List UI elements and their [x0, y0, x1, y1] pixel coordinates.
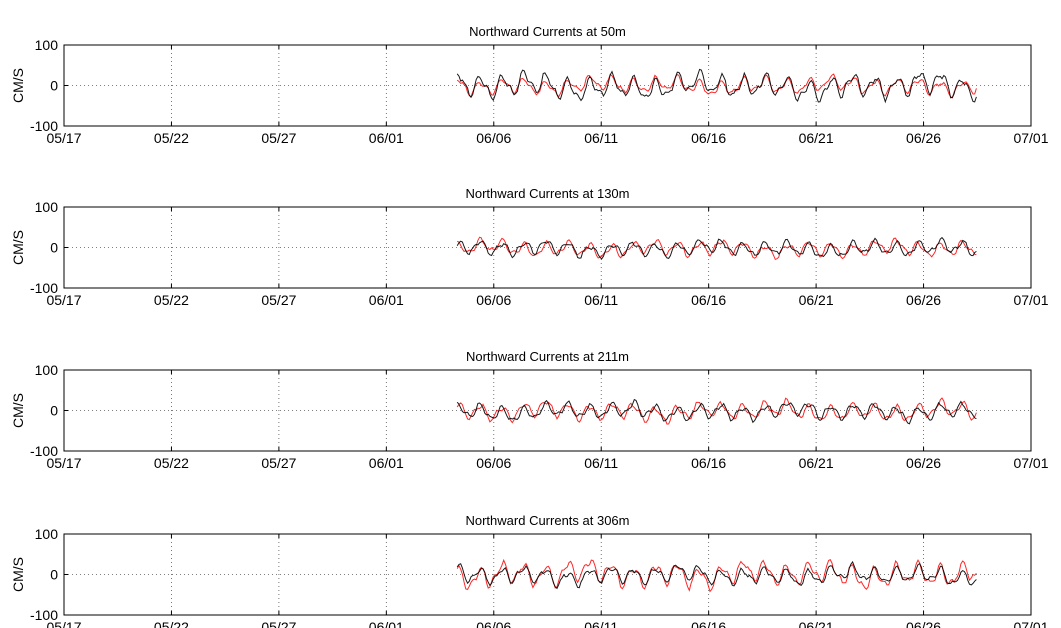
plot-frame — [63, 44, 1032, 127]
x-tick-label: 07/01 — [1013, 130, 1048, 146]
y-tick-label: 100 — [35, 526, 59, 542]
series-line-black — [456, 68, 977, 104]
x-tick-label: 06/01 — [369, 455, 404, 471]
panel-title: Northward Currents at 50m — [469, 24, 626, 39]
plot-frame — [63, 369, 1032, 452]
x-tick-label: 05/17 — [46, 292, 81, 308]
x-tick-label: 05/27 — [261, 619, 296, 628]
x-tick-label: 05/22 — [154, 292, 189, 308]
x-tick-label: 06/01 — [369, 292, 404, 308]
x-tick-label: 06/16 — [691, 292, 726, 308]
x-tick-label: 05/17 — [46, 455, 81, 471]
x-tick-label: 06/16 — [691, 619, 726, 628]
x-tick-label: 06/06 — [476, 130, 511, 146]
x-tick-label: 06/11 — [584, 130, 618, 146]
panel-2: Northward Currents at 130m CM/S 05/17 05/22… — [10, 186, 1049, 308]
x-tick-label: 06/16 — [691, 130, 726, 146]
x-tick-label: 06/26 — [906, 455, 941, 471]
x-tick-label: 07/01 — [1013, 455, 1048, 471]
series-line-red — [457, 236, 977, 261]
series-line-red — [456, 397, 977, 425]
x-tick-label: 06/26 — [906, 619, 941, 628]
y-axis-label: CM/S — [10, 68, 26, 103]
y-axis-label: CM/S — [10, 230, 26, 265]
x-tick-label: 06/21 — [799, 130, 834, 146]
panel-1: Northward Currents at 50m CM/S 05/17 05/22 0… — [10, 24, 1049, 146]
y-axis-label: CM/S — [10, 393, 26, 428]
x-tick-label: 06/16 — [691, 455, 726, 471]
x-tick-label: 05/17 — [46, 130, 81, 146]
panel-title: Northward Currents at 130m — [465, 186, 629, 201]
x-tick-label: 05/27 — [261, 292, 296, 308]
plot-frame — [63, 533, 1032, 616]
series-line-black — [456, 398, 977, 425]
x-tick-label: 06/21 — [799, 455, 834, 471]
y-tick-label: 100 — [35, 199, 59, 215]
panel-3: Northward Currents at 211m CM/S 05/17 05/22… — [10, 349, 1049, 471]
x-tick-label: 06/01 — [369, 619, 404, 628]
x-tick-label: 07/01 — [1013, 292, 1048, 308]
x-tick-label: 07/01 — [1013, 619, 1048, 628]
y-tick-label: 100 — [35, 37, 59, 53]
y-tick-label: 0 — [50, 240, 58, 256]
x-tick-label: 06/26 — [906, 130, 941, 146]
series-line-red — [456, 558, 977, 593]
series-line-black — [456, 560, 977, 590]
series-line-black — [456, 236, 977, 260]
x-tick-label: 06/21 — [799, 619, 834, 628]
x-tick-label: 05/27 — [261, 455, 296, 471]
y-tick-label: 100 — [35, 362, 59, 378]
x-tick-label: 06/26 — [906, 292, 941, 308]
panel-4: Northward Currents at 306m CM/S 05/17 05/22… — [10, 513, 1049, 628]
x-tick-label: 06/06 — [476, 292, 511, 308]
panel-title: Northward Currents at 211m — [466, 349, 629, 364]
x-tick-label: 05/27 — [261, 130, 296, 146]
y-tick-label: -100 — [30, 280, 58, 296]
y-tick-label: 0 — [50, 403, 58, 419]
y-tick-label: -100 — [30, 443, 58, 459]
x-tick-label: 05/22 — [154, 455, 189, 471]
y-tick-label: 0 — [50, 567, 58, 583]
x-tick-label: 05/22 — [154, 130, 189, 146]
plot-frame — [63, 206, 1032, 289]
series-line-red — [456, 73, 977, 99]
y-axis-label: CM/S — [10, 557, 26, 592]
x-tick-label: 06/21 — [799, 292, 834, 308]
y-tick-label: -100 — [30, 607, 58, 623]
panel-title: Northward Currents at 306m — [465, 513, 629, 528]
x-tick-label: 05/17 — [46, 619, 81, 628]
x-tick-label: 06/06 — [476, 619, 511, 628]
x-tick-label: 06/11 — [584, 292, 618, 308]
y-tick-label: 0 — [50, 78, 58, 94]
y-tick-label: -100 — [30, 118, 58, 134]
x-tick-label: 06/01 — [369, 130, 404, 146]
x-tick-label: 06/06 — [476, 455, 511, 471]
x-tick-label: 06/11 — [584, 619, 618, 628]
x-tick-label: 05/22 — [154, 619, 189, 628]
x-tick-label: 06/11 — [584, 455, 618, 471]
